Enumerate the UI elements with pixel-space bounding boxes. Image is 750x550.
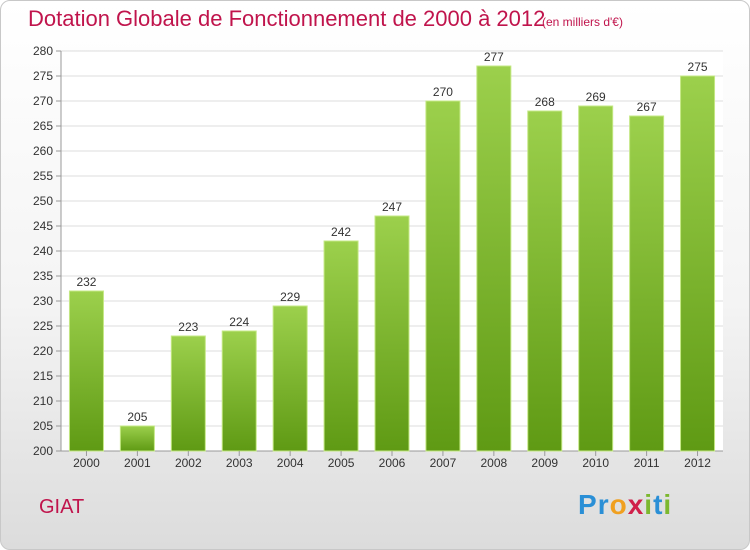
y-tick-label: 215 <box>33 369 53 383</box>
logo-letter: P <box>578 489 598 520</box>
y-tick-label: 260 <box>33 144 53 158</box>
y-tick-label: 205 <box>33 419 53 433</box>
y-tick-label: 280 <box>33 44 53 58</box>
bar <box>476 65 512 452</box>
data-label: 267 <box>637 100 657 114</box>
y-tick-label: 270 <box>33 94 53 108</box>
y-tick-label: 235 <box>33 269 53 283</box>
y-tick-label: 230 <box>33 294 53 308</box>
commune-name: GIAT <box>39 496 85 518</box>
logo-letter: i <box>644 489 654 520</box>
y-tick-label: 225 <box>33 319 53 333</box>
bar <box>68 290 104 452</box>
bar <box>425 100 461 452</box>
x-tick-label: 2004 <box>277 456 304 470</box>
bar <box>221 330 257 452</box>
bar <box>374 215 410 452</box>
x-tick-label: 2001 <box>124 456 151 470</box>
data-label: 247 <box>382 200 402 214</box>
x-tick-label: 2009 <box>531 456 558 470</box>
x-tick-label: 2005 <box>328 456 355 470</box>
y-tick-label: 200 <box>33 444 53 458</box>
bar <box>578 105 614 452</box>
x-tick-label: 2011 <box>634 456 660 470</box>
x-tick-label: 2000 <box>73 456 100 470</box>
bar <box>680 75 716 452</box>
y-tick-label: 255 <box>33 169 53 183</box>
x-tick-label: 2003 <box>226 456 253 470</box>
data-label: 277 <box>484 50 504 64</box>
logo-letter: i <box>663 489 673 520</box>
data-label: 229 <box>280 290 300 304</box>
chart-subtitle: (en milliers d'€) <box>542 15 623 29</box>
chart-title: Dotation Globale de Fonctionnement de 20… <box>28 6 546 31</box>
x-tick-label: 2010 <box>582 456 609 470</box>
data-label: 270 <box>433 85 453 99</box>
bar <box>629 115 665 452</box>
x-tick-label: 2006 <box>379 456 406 470</box>
bar <box>272 305 308 452</box>
x-tick-label: 2007 <box>430 456 457 470</box>
x-tick-label: 2008 <box>480 456 507 470</box>
y-tick-label: 265 <box>33 119 53 133</box>
data-label: 268 <box>535 95 555 109</box>
data-label: 223 <box>178 320 198 334</box>
proxiti-logo[interactable]: Proxiti <box>578 489 672 521</box>
x-tick-label: 2012 <box>684 456 711 470</box>
logo-letter: t <box>653 489 664 520</box>
y-tick-label: 210 <box>33 394 53 408</box>
logo-letter: o <box>609 489 628 520</box>
bar <box>323 240 359 452</box>
y-tick-label: 250 <box>33 194 53 208</box>
y-tick-label: 240 <box>33 244 53 258</box>
data-label: 269 <box>586 90 606 104</box>
bar <box>119 425 155 452</box>
logo-letter: r <box>597 489 610 520</box>
data-label: 205 <box>127 410 147 424</box>
y-tick-label: 220 <box>33 344 53 358</box>
logo-letter: x <box>627 489 645 520</box>
bar <box>170 335 206 452</box>
bar <box>527 110 563 452</box>
y-tick-label: 275 <box>33 69 53 83</box>
y-tick-label: 245 <box>33 219 53 233</box>
x-tick-label: 2002 <box>175 456 202 470</box>
data-label: 242 <box>331 225 351 239</box>
data-label: 232 <box>76 275 96 289</box>
data-label: 275 <box>688 60 708 74</box>
data-label: 224 <box>229 315 249 329</box>
